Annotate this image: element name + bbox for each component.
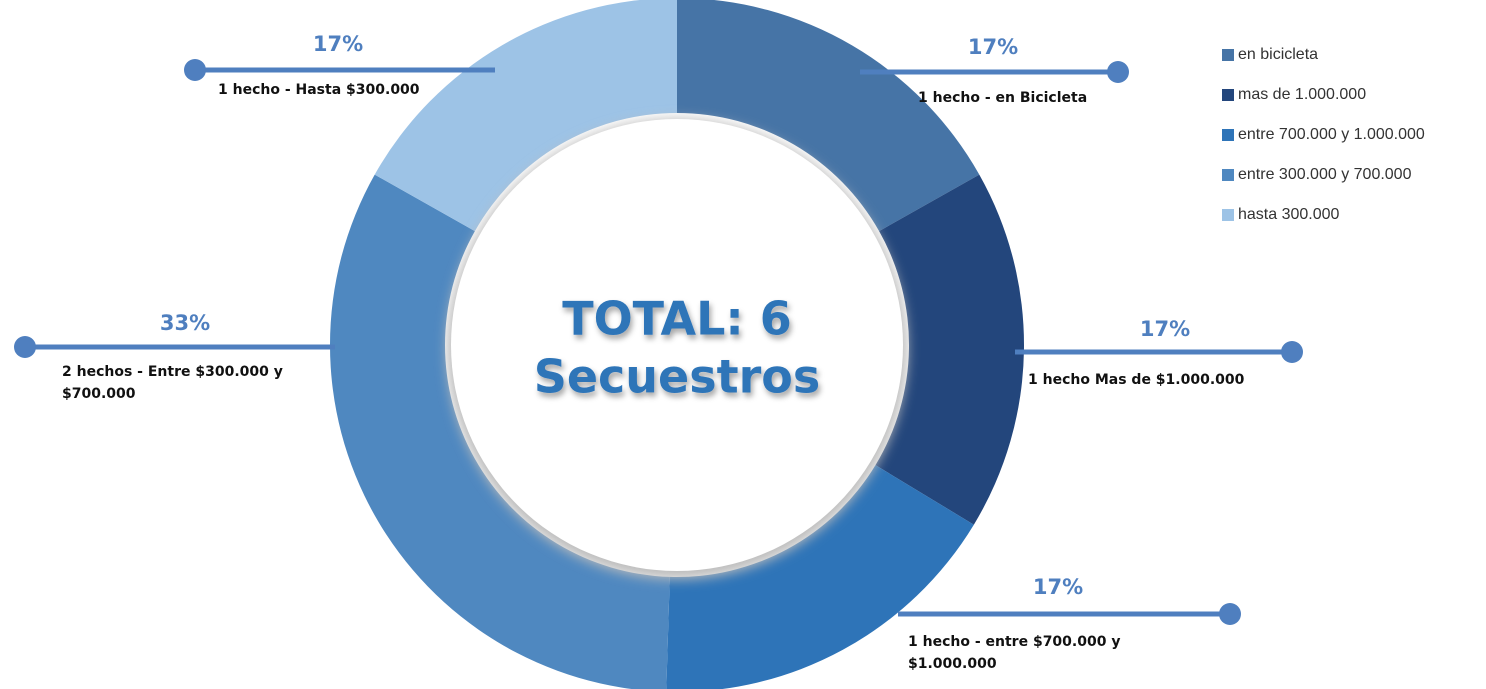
legend-swatch: [1222, 209, 1234, 221]
legend-label: mas de 1.000.000: [1238, 86, 1366, 103]
value-label: 17%: [1033, 575, 1083, 599]
donut-segment: [666, 465, 974, 689]
legend-label: entre 700.000 y 1.000.000: [1238, 126, 1425, 143]
donut-segment: [330, 174, 670, 689]
annotation: 1 hecho Mas de $1.000.000: [1028, 372, 1245, 388]
legend-swatch: [1222, 169, 1234, 181]
value-label: 17%: [1140, 317, 1190, 341]
callout-dot: [1281, 341, 1303, 363]
annotation: 1 hecho - Hasta $300.000: [218, 82, 420, 98]
callout-dot: [1219, 603, 1241, 625]
center-text: Secuestros: [534, 350, 821, 404]
annotation: 1 hecho - entre $700.000 y: [908, 634, 1120, 650]
legend-swatch: [1222, 49, 1234, 61]
donut-segment: [677, 0, 980, 232]
callout-dot: [1107, 61, 1129, 83]
value-label: 17%: [313, 32, 363, 56]
callout-dot: [14, 336, 36, 358]
value-label: 17%: [968, 35, 1018, 59]
legend-swatch: [1222, 89, 1234, 101]
annotation: $1.000.000: [908, 656, 997, 672]
value-label: 33%: [160, 311, 210, 335]
legend-swatch: [1222, 129, 1234, 141]
annotation: 2 hechos - Entre $300.000 y: [62, 364, 283, 380]
legend-label: hasta 300.000: [1238, 206, 1340, 223]
legend-label: en bicicleta: [1238, 46, 1318, 63]
donut-segment: [374, 0, 677, 232]
callout-dot: [184, 59, 206, 81]
annotation: $700.000: [62, 386, 136, 402]
inner-hole: [451, 119, 903, 571]
legend-label: entre 300.000 y 700.000: [1238, 166, 1412, 183]
center-text: TOTAL: 6: [562, 292, 792, 346]
annotation: 1 hecho - en Bicicleta: [918, 90, 1087, 106]
donut-segment: [875, 174, 1024, 525]
